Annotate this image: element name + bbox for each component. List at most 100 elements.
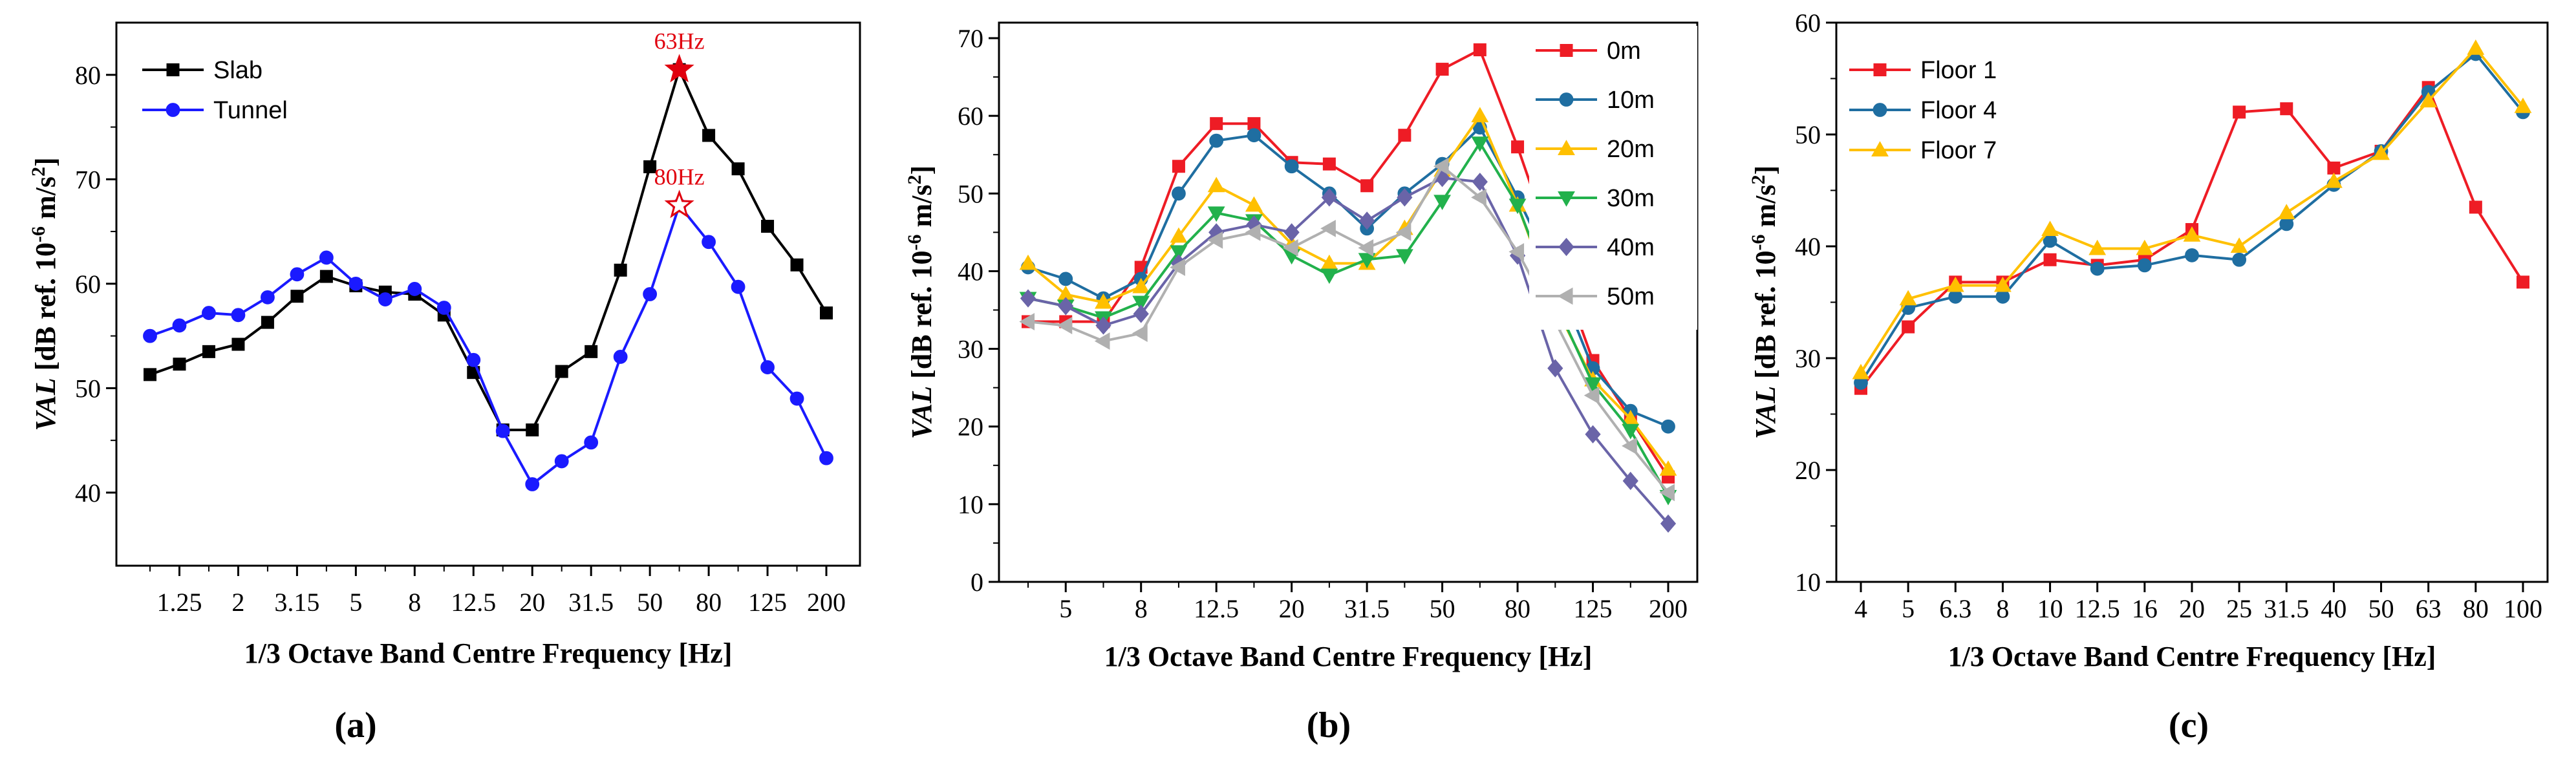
legend-marker [1559,92,1574,107]
legend-label: Tunnel [213,97,288,124]
series-tunnel [143,198,833,491]
x-tick-label: 200 [1649,594,1688,623]
data-point [261,315,274,329]
x-tick-label: 80 [1505,594,1530,623]
legend: Slab Tunnel [142,57,288,124]
y-axis-title-symbol: VAL [30,378,61,431]
y-tick-label: 60 [75,270,101,299]
data-point [202,345,215,358]
legend-marker [1558,191,1575,207]
data-point [2279,217,2294,231]
data-point [2041,220,2059,237]
y-axis-title: VAL [dB ref. 10-6 m/s2] [28,157,61,431]
y-axis-title-unit: m/s [1750,184,1781,234]
data-point [1058,272,1073,286]
data-point [231,308,246,323]
y-axis-title-text: [dB ref. 10 [1750,250,1781,385]
data-point [1132,277,1150,294]
legend-marker [1558,140,1575,155]
legend-marker [1873,63,1887,76]
legend-marker [1557,287,1573,305]
x-tick-label: 63 [2416,594,2442,623]
data-point [407,282,422,296]
data-point [2230,237,2248,253]
data-point [1471,136,1489,152]
x-tick-label: 12.5 [1194,594,1239,623]
y-tick-label: 10 [958,490,983,519]
x-tick-label: 5 [1902,594,1915,623]
data-point [1209,133,1224,148]
x-tick-label: 12.5 [451,588,496,617]
x-tick-label: 50 [1430,594,1455,623]
x-axis-title: 1/3 Octave Band Centre Frequency [Hz] [244,637,733,669]
panel-label: (c) [2169,705,2209,745]
y-tick-label: 40 [958,257,983,286]
legend-label: Slab [213,57,263,84]
data-point [2233,105,2246,119]
series-floor-7 [1852,39,2532,380]
y-axis-title-text: [dB ref. 10 [30,242,61,378]
x-tick-label: 4 [1854,594,1867,623]
data-point [731,162,745,176]
x-tick-label: 3.15 [274,588,319,617]
data-point [1902,320,1915,334]
x-tick-label: 40 [2321,594,2346,623]
data-point [1660,514,1677,533]
data-point [1622,437,1637,455]
data-point [1358,253,1376,269]
legend-label: 40m [1607,234,1655,261]
data-point [1207,206,1225,222]
y-axis-title-exponent: -6 [28,226,49,242]
data-point [1471,188,1487,206]
legend-label: 20m [1607,136,1655,163]
x-axis-title: 1/3 Octave Band Centre Frequency [Hz] [1948,641,2436,672]
data-point [1359,211,1375,230]
data-point [172,318,187,333]
data-point [1899,290,1917,306]
data-point [1994,276,2012,292]
data-point [1395,223,1411,241]
data-point [2469,200,2482,214]
data-point [2467,39,2485,55]
data-point [1583,387,1600,405]
y-axis-title-symbol: VAL [906,386,938,439]
legend-marker [166,63,180,76]
data-point [2277,204,2295,220]
legend-marker [1871,141,1889,156]
x-tick-label: 31.5 [2264,594,2309,623]
legend-marker [1560,44,1573,57]
y-tick-label: 60 [1795,8,1821,37]
data-point [1282,239,1298,257]
y-tick-label: 70 [958,24,983,53]
data-point [1095,316,1111,335]
data-point [1132,325,1148,342]
data-point [1472,173,1488,191]
legend-label: Floor 4 [1920,97,1997,124]
data-point [2090,261,2105,276]
data-point [2043,253,2057,266]
x-tick-label: 2 [231,588,244,617]
data-point [1946,276,1964,292]
legend-marker [1558,237,1574,257]
data-point [1207,176,1225,193]
data-point [790,258,804,272]
data-point [1247,128,1261,143]
data-point [614,263,627,277]
data-point [584,435,599,450]
y-axis-title-unit: m/s [906,184,938,234]
data-point [2185,248,2199,262]
legend-label: 0m [1607,37,1641,65]
series-slab [144,63,833,436]
data-point [1547,359,1563,378]
y-axis-title-close: ] [1750,166,1781,175]
plot-frame [115,21,861,567]
data-point [2420,92,2438,108]
data-point [1095,293,1112,309]
chart-panel-a: 40 50 60 70 80 1.25 2 3.15 5 8 12.5 20 31.5 50 80 125 20… [28,21,861,745]
y-axis-title-close: ] [906,166,938,175]
data-point [143,328,157,343]
y-axis-title-exponent: -6 [904,234,925,250]
y-tick-label: 70 [75,165,101,194]
series-50m [1019,157,1675,502]
